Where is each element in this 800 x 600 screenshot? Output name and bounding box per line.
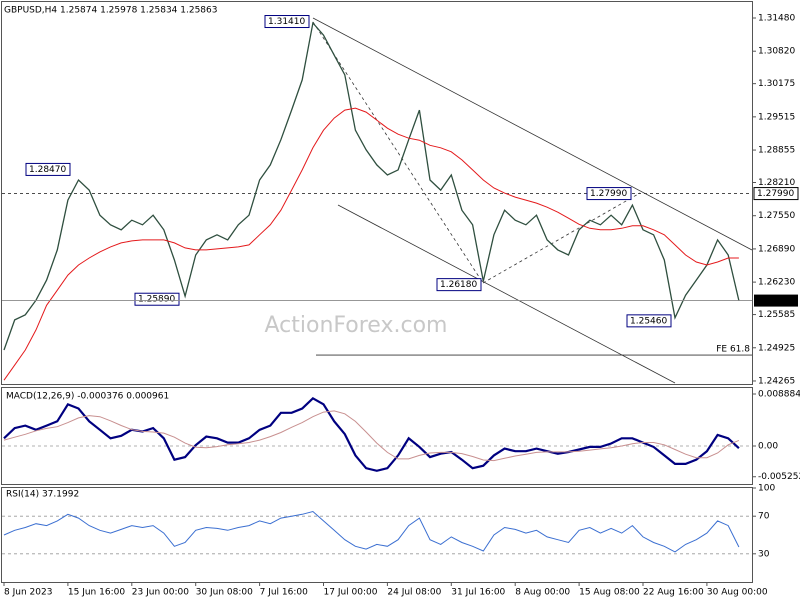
chart-title: GBPUSD,H4 1.25874 1.25978 1.25834 1.2586… (4, 6, 217, 16)
watermark: ActionForex.com (265, 313, 448, 338)
x-tick-label: 31 Jul 16:00 (451, 588, 505, 598)
annotation-label: 1.25890 (138, 295, 175, 305)
fib-line (312, 21, 484, 284)
last-price-label: 1.25863 (757, 296, 794, 306)
y-tick-label: 30 (758, 549, 770, 559)
fe-label: FE 61.8 (716, 345, 750, 355)
channel-lower (337, 204, 676, 384)
last-price-box (754, 294, 798, 307)
annotation-box (264, 15, 310, 29)
series-line (3, 21, 740, 351)
annotation-box (134, 292, 180, 306)
y-tick-label: 1.24265 (758, 376, 795, 386)
x-tick-label: 17 Jul 00:00 (324, 588, 378, 598)
rsi-panel (1, 487, 753, 583)
y-tick-label: 1.26890 (758, 244, 795, 254)
series-line (3, 410, 740, 462)
series-line (3, 107, 739, 381)
x-tick-label: 30 Aug 00:00 (707, 588, 768, 598)
y-tick-label: 1.31480 (758, 13, 795, 23)
level-label: 1.27990 (757, 189, 794, 199)
annotation-label: 1.31410 (268, 17, 305, 27)
y-tick-label: 1.29515 (758, 112, 795, 122)
y-tick-label: 1.26230 (758, 278, 795, 288)
x-tick-label: 23 Jun 00:00 (132, 588, 189, 598)
y-tick-label: 1.30175 (758, 79, 795, 89)
y-tick-label: -0.005252 (758, 472, 800, 482)
annotation-label: 1.28470 (29, 165, 66, 175)
y-tick-label: 1.25585 (758, 310, 795, 320)
y-tick-label: 1.27550 (758, 211, 795, 221)
x-tick-label: 15 Aug 08:00 (579, 588, 640, 598)
level-box (753, 187, 799, 201)
channel-upper (312, 17, 753, 251)
y-tick-label: 0.008884 (758, 389, 800, 399)
y-tick-label: 1.24925 (758, 343, 795, 353)
x-tick-label: 8 Aug 00:00 (515, 588, 570, 598)
annotation-box (25, 162, 71, 176)
y-tick-label: 1.28210 (758, 178, 795, 188)
x-tick-label: 30 Jun 08:00 (196, 588, 253, 598)
main-panel (1, 1, 753, 385)
annotation-box (626, 314, 672, 328)
fib-line (482, 192, 641, 284)
macd-panel (1, 387, 753, 485)
x-tick-label: 15 Jun 16:00 (68, 588, 125, 598)
annotation-label: 1.25460 (630, 316, 667, 326)
annotation-box (586, 187, 632, 201)
y-tick-label: 70 (758, 512, 770, 522)
x-tick-label: 24 Jul 08:00 (387, 588, 441, 598)
macd-title: MACD(12,26,9) -0.000376 0.000961 (6, 392, 169, 402)
y-tick-label: 0.00 (758, 441, 778, 451)
annotation-box (436, 278, 482, 292)
x-tick-label: 22 Aug 16:00 (643, 588, 704, 598)
rsi-title: RSI(14) 37.1992 (6, 490, 79, 500)
annotation-label: 1.27990 (590, 189, 627, 199)
series-line (3, 396, 740, 472)
x-tick-label: 8 Jun 2023 (4, 588, 52, 598)
series-line (3, 510, 740, 553)
y-tick-label: 1.30820 (758, 47, 795, 57)
y-tick-label: 100 (758, 484, 775, 494)
annotation-label: 1.26180 (440, 280, 477, 290)
x-tick-label: 7 Jul 16:00 (260, 588, 309, 598)
y-tick-label: 1.28855 (758, 146, 795, 156)
